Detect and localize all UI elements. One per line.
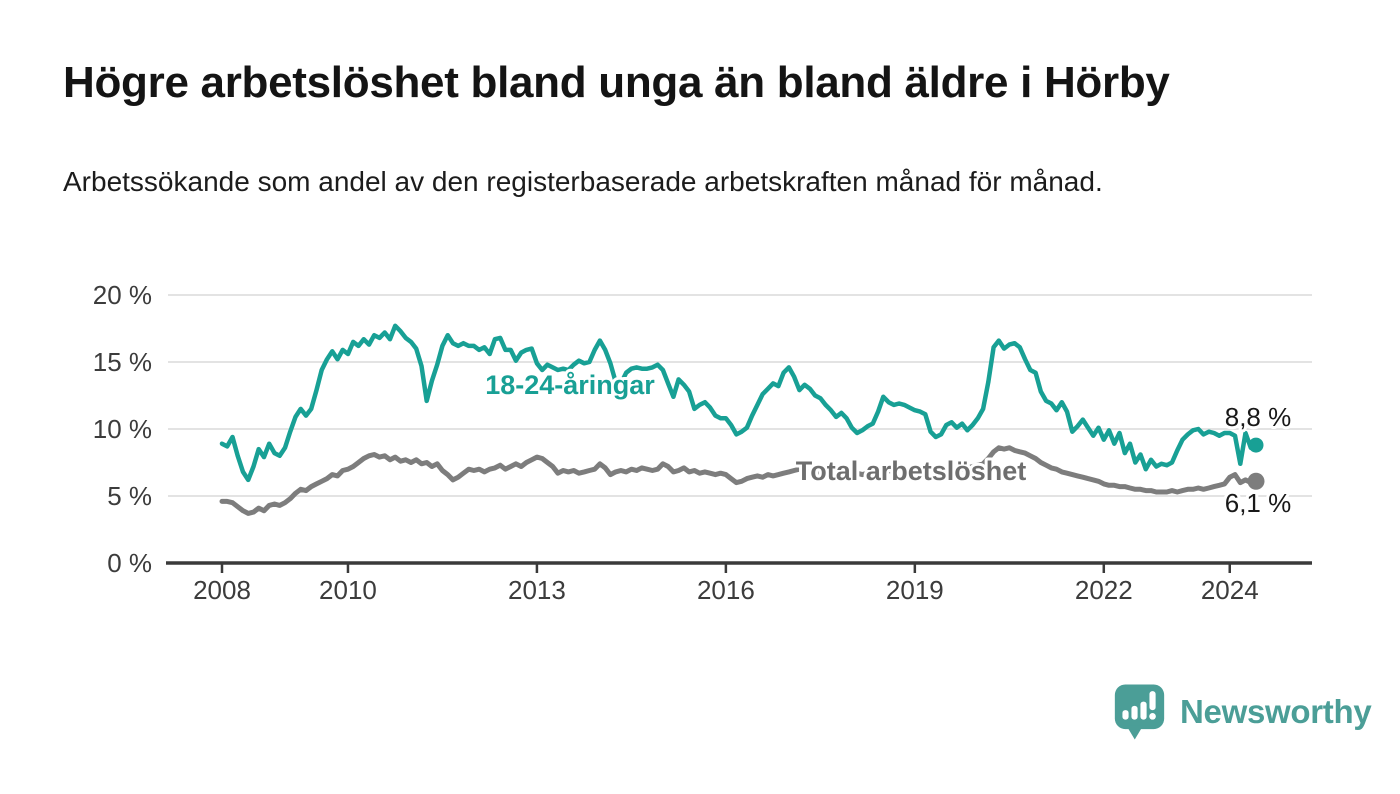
x-axis-tick-label: 2024 [1201, 575, 1259, 605]
series-end-dot-youth [1248, 437, 1264, 453]
newsworthy-logo-text: Newsworthy [1180, 693, 1372, 730]
x-axis-tick-label: 2010 [319, 575, 377, 605]
y-axis-tick-label: 20 % [93, 280, 152, 310]
y-axis-tick-label: 10 % [93, 414, 152, 444]
page-subtitle: Arbetssökande som andel av den registerb… [63, 166, 1103, 197]
y-axis-tick-label: 0 % [107, 548, 152, 578]
series-line-youth [219, 323, 1259, 483]
newsworthy-logo-icon [1114, 684, 1165, 740]
end-value-label-youth: 8,8 % [1225, 402, 1292, 432]
x-axis-tick-label: 2008 [193, 575, 251, 605]
y-axis-tick-label: 5 % [107, 481, 152, 511]
end-value-label-total: 6,1 % [1225, 488, 1292, 518]
series-line-total [219, 445, 1259, 516]
series-end-dot-total [1247, 472, 1265, 490]
y-axis-tick-label: 15 % [93, 347, 152, 377]
x-axis-tick-label: 2022 [1075, 575, 1133, 605]
x-axis-tick-label: 2019 [886, 575, 944, 605]
x-axis-tick-label: 2016 [697, 575, 755, 605]
newsworthy-logo: Newsworthy [1112, 682, 1372, 742]
x-axis-tick-label: 2013 [508, 575, 566, 605]
page-title: Högre arbetslöshet bland unga än bland ä… [63, 58, 1170, 107]
series-label-youth: 18-24-åringar [485, 370, 655, 400]
series-label-total: Total arbetslöshet [796, 456, 1027, 486]
